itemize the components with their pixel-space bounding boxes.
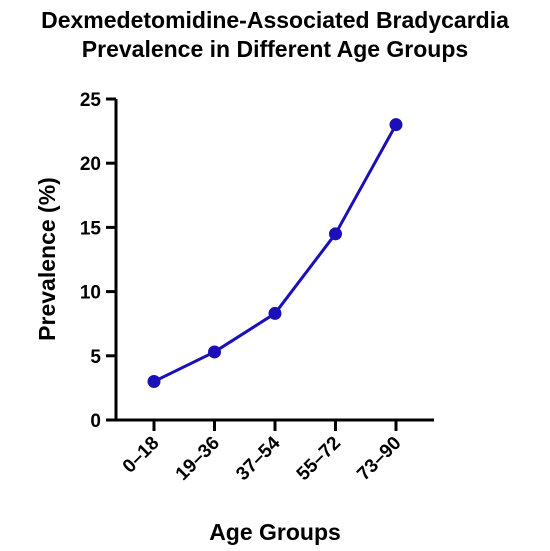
y-tick-label: 10 — [80, 283, 101, 304]
x-tick-label: 73–90 — [353, 433, 405, 485]
data-point — [208, 345, 221, 359]
y-tick-label: 0 — [90, 411, 101, 432]
x-tick-label: 0–18 — [119, 433, 164, 478]
data-point — [389, 118, 403, 132]
x-axis: 0–18 19–36 37–54 55–72 73–90 — [114, 418, 434, 485]
y-tick-label: 20 — [80, 154, 101, 175]
y-ticks: 0 5 10 15 20 25 — [80, 90, 116, 432]
chart-title-line-1: Dexmedetomidine-Associated Bradycardia — [41, 7, 509, 33]
data-point — [329, 227, 342, 241]
y-axis-label: Prevalence (%) — [34, 177, 60, 341]
x-tick-label: 37–54 — [232, 432, 285, 485]
y-tick-label: 5 — [90, 347, 101, 368]
plot-area — [147, 118, 403, 388]
y-tick-label: 15 — [80, 218, 102, 239]
chart-title-line-2: Prevalence in Different Age Groups — [82, 36, 468, 62]
x-tick-label: 19–36 — [172, 433, 224, 485]
y-tick-label: 25 — [80, 90, 102, 111]
x-tick-label: 55–72 — [293, 433, 345, 485]
y-axis: 0 5 10 15 20 25 — [80, 90, 118, 432]
data-point — [268, 306, 282, 320]
x-ticks: 0–18 19–36 37–54 55–72 73–90 — [119, 420, 406, 485]
data-point — [147, 374, 161, 388]
x-axis-label: Age Groups — [209, 519, 341, 545]
series-line — [153, 123, 398, 383]
